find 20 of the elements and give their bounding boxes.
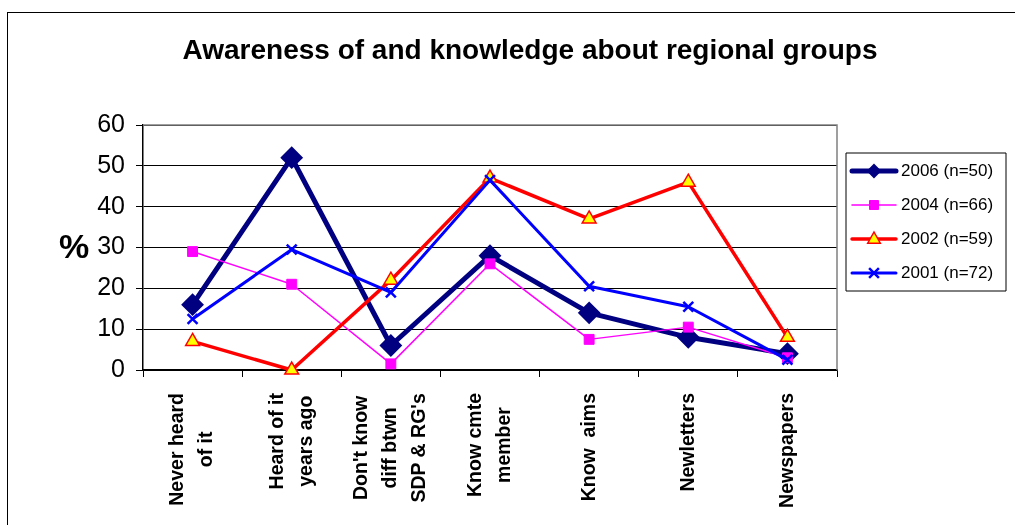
y-tick-label: 50 [97, 149, 125, 178]
x-tick-label: Heard of it years ago [264, 392, 316, 490]
x-tick-label: Never heard of it [165, 393, 217, 506]
x-tick-label: Don't know diff btwn SDP & RG's [349, 393, 430, 503]
chart-title: Awareness of and knowledge about regional groups [182, 33, 878, 65]
x-tick-label: Know aims [576, 392, 599, 502]
legend-label: 2002 (n=59) [901, 228, 994, 248]
legend-label: 2004 (n=66) [901, 194, 994, 214]
x-tick-label: Know cmte member [462, 392, 514, 498]
y-tick-label: 60 [97, 108, 125, 137]
legend-label: 2001 (n=72) [901, 262, 994, 282]
y-tick-label: 0 [111, 353, 125, 382]
x-tick-label: Newletters [675, 392, 698, 492]
x-tick-label: Newspapers [774, 392, 797, 508]
legend-label: 2006 (n=50) [901, 160, 994, 180]
y-tick-label: 20 [97, 272, 125, 301]
y-axis-title: % [58, 227, 90, 266]
y-tick-label: 30 [97, 231, 125, 260]
y-tick-label: 10 [97, 313, 125, 342]
y-tick-label: 40 [97, 190, 125, 219]
